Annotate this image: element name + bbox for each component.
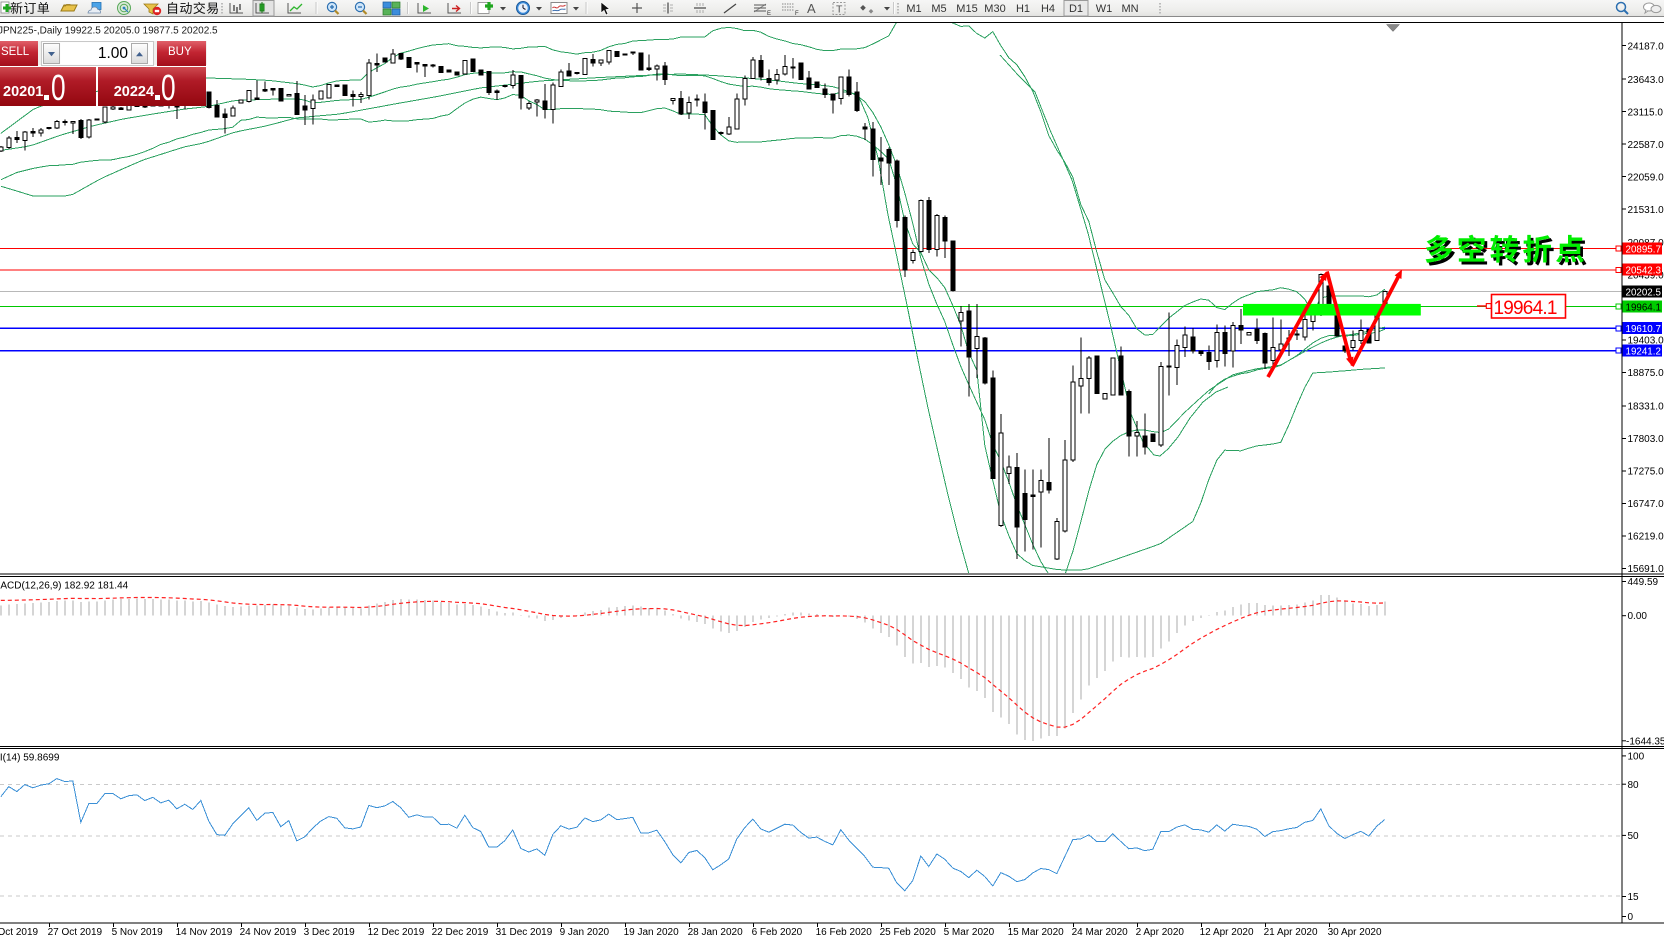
svg-text:16219.0: 16219.0 <box>1628 532 1664 543</box>
svg-text:5 Nov 2019: 5 Nov 2019 <box>112 927 164 938</box>
svg-text:M5: M5 <box>931 3 946 15</box>
svg-text:F: F <box>795 11 799 17</box>
svg-text:RSI(14) 59.8699: RSI(14) 59.8699 <box>0 753 60 764</box>
svg-text:H1: H1 <box>1016 3 1030 15</box>
svg-text:W1: W1 <box>1096 3 1113 15</box>
svg-text:19964.1: 19964.1 <box>1626 302 1661 313</box>
svg-text:22059.0: 22059.0 <box>1628 172 1664 183</box>
svg-text:449.59: 449.59 <box>1628 577 1659 588</box>
svg-text:T: T <box>836 4 843 16</box>
svg-text:M15: M15 <box>956 3 977 15</box>
svg-text:30 Apr 2020: 30 Apr 2020 <box>1328 927 1382 938</box>
svg-text:80: 80 <box>1628 780 1640 791</box>
svg-text:3 Dec 2019: 3 Dec 2019 <box>304 927 356 938</box>
svg-text:27 Oct 2019: 27 Oct 2019 <box>48 927 103 938</box>
svg-text:0.00: 0.00 <box>1628 611 1648 622</box>
svg-text:9 Jan 2020: 9 Jan 2020 <box>560 927 610 938</box>
svg-text:15 Mar 2020: 15 Mar 2020 <box>1008 927 1065 938</box>
svg-text:20459.0: 20459.0 <box>1628 271 1664 282</box>
svg-text:H4: H4 <box>1041 3 1055 15</box>
svg-text:19964.1: 19964.1 <box>1494 298 1557 319</box>
svg-text:16 Feb 2020: 16 Feb 2020 <box>816 927 873 938</box>
svg-text:20202.5: 20202.5 <box>1626 287 1662 298</box>
svg-text:24 Nov 2019: 24 Nov 2019 <box>240 927 297 938</box>
svg-text:17275.0: 17275.0 <box>1628 467 1664 478</box>
svg-text:M1: M1 <box>906 3 921 15</box>
svg-text:-1644.35: -1644.35 <box>1626 736 1664 747</box>
svg-text:E: E <box>767 11 771 17</box>
svg-text:M30: M30 <box>984 3 1005 15</box>
svg-text:19403.0: 19403.0 <box>1628 336 1664 347</box>
svg-text:18331.0: 18331.0 <box>1628 402 1664 413</box>
svg-text:18875.0: 18875.0 <box>1628 368 1664 379</box>
svg-text:24 Mar 2020: 24 Mar 2020 <box>1072 927 1129 938</box>
svg-text:D1: D1 <box>1069 3 1083 15</box>
svg-text:15691.0: 15691.0 <box>1628 564 1664 575</box>
svg-text:22 Dec 2019: 22 Dec 2019 <box>432 927 489 938</box>
svg-text:21 Apr 2020: 21 Apr 2020 <box>1264 927 1318 938</box>
svg-text:24187.0: 24187.0 <box>1628 41 1664 52</box>
svg-text:16747.0: 16747.0 <box>1628 499 1664 510</box>
svg-text:15: 15 <box>1628 892 1640 903</box>
svg-text:19 Jan 2020: 19 Jan 2020 <box>624 927 679 938</box>
svg-text:20895.7: 20895.7 <box>1626 244 1661 255</box>
svg-text:17803.0: 17803.0 <box>1628 434 1664 445</box>
svg-text:MN: MN <box>1121 3 1138 15</box>
svg-text:12 Dec 2019: 12 Dec 2019 <box>368 927 425 938</box>
svg-text:23115.0: 23115.0 <box>1628 107 1664 118</box>
svg-text:19610.7: 19610.7 <box>1626 324 1661 335</box>
svg-text:21531.0: 21531.0 <box>1628 205 1664 216</box>
svg-text:MACD(12,26,9) 182.92 181.44: MACD(12,26,9) 182.92 181.44 <box>0 581 129 592</box>
svg-text:17 Oct 2019: 17 Oct 2019 <box>0 927 39 938</box>
svg-text:31 Dec 2019: 31 Dec 2019 <box>496 927 553 938</box>
svg-text:5 Mar 2020: 5 Mar 2020 <box>944 927 995 938</box>
svg-text:0: 0 <box>1628 912 1634 923</box>
svg-text:28 Jan 2020: 28 Jan 2020 <box>688 927 743 938</box>
svg-text:50: 50 <box>1628 831 1640 842</box>
svg-text:A: A <box>807 1 816 16</box>
svg-text:19241.2: 19241.2 <box>1626 347 1661 358</box>
svg-text:22587.0: 22587.0 <box>1628 140 1664 151</box>
svg-text:JPN225-,Daily 19922.5 20205.0: JPN225-,Daily 19922.5 20205.0 19877.5 20… <box>0 26 218 37</box>
svg-text:25 Feb 2020: 25 Feb 2020 <box>880 927 937 938</box>
svg-text:14 Nov 2019: 14 Nov 2019 <box>176 927 233 938</box>
svg-text:23643.0: 23643.0 <box>1628 75 1664 86</box>
svg-text:12 Apr 2020: 12 Apr 2020 <box>1200 927 1254 938</box>
svg-text:2 Apr 2020: 2 Apr 2020 <box>1136 927 1185 938</box>
svg-text:100: 100 <box>1628 752 1645 763</box>
svg-text:20542.3: 20542.3 <box>1626 266 1662 277</box>
svg-text:6 Feb 2020: 6 Feb 2020 <box>752 927 803 938</box>
